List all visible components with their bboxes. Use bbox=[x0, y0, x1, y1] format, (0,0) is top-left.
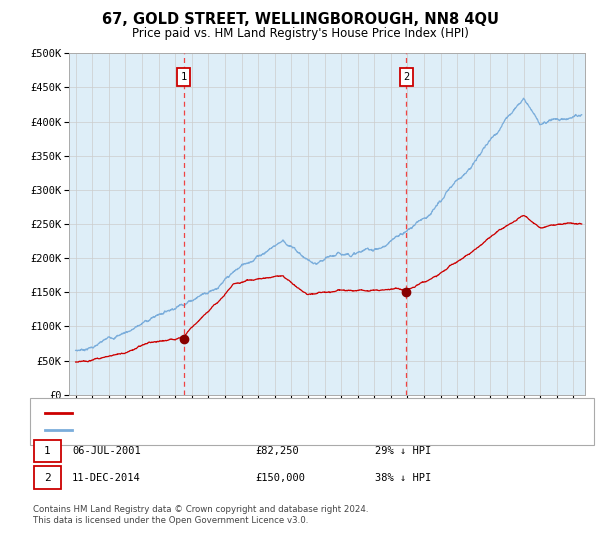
Text: Contains HM Land Registry data © Crown copyright and database right 2024.
This d: Contains HM Land Registry data © Crown c… bbox=[33, 505, 368, 525]
Text: 11-DEC-2014: 11-DEC-2014 bbox=[72, 473, 141, 483]
Text: 06-JUL-2001: 06-JUL-2001 bbox=[72, 446, 141, 456]
Text: 1: 1 bbox=[181, 72, 187, 82]
Text: Price paid vs. HM Land Registry's House Price Index (HPI): Price paid vs. HM Land Registry's House … bbox=[131, 27, 469, 40]
Text: 38% ↓ HPI: 38% ↓ HPI bbox=[375, 473, 431, 483]
Text: HPI: Average price, detached house, North Northamptonshire: HPI: Average price, detached house, Nort… bbox=[78, 424, 379, 435]
Text: 1: 1 bbox=[44, 446, 51, 456]
Text: 2: 2 bbox=[44, 473, 51, 483]
Text: 67, GOLD STREET, WELLINGBOROUGH, NN8 4QU: 67, GOLD STREET, WELLINGBOROUGH, NN8 4QU bbox=[101, 12, 499, 27]
Text: 2: 2 bbox=[403, 72, 410, 82]
Text: £150,000: £150,000 bbox=[255, 473, 305, 483]
Text: 67, GOLD STREET, WELLINGBOROUGH, NN8 4QU (detached house): 67, GOLD STREET, WELLINGBOROUGH, NN8 4QU… bbox=[78, 408, 407, 418]
Text: £82,250: £82,250 bbox=[255, 446, 299, 456]
Text: 29% ↓ HPI: 29% ↓ HPI bbox=[375, 446, 431, 456]
